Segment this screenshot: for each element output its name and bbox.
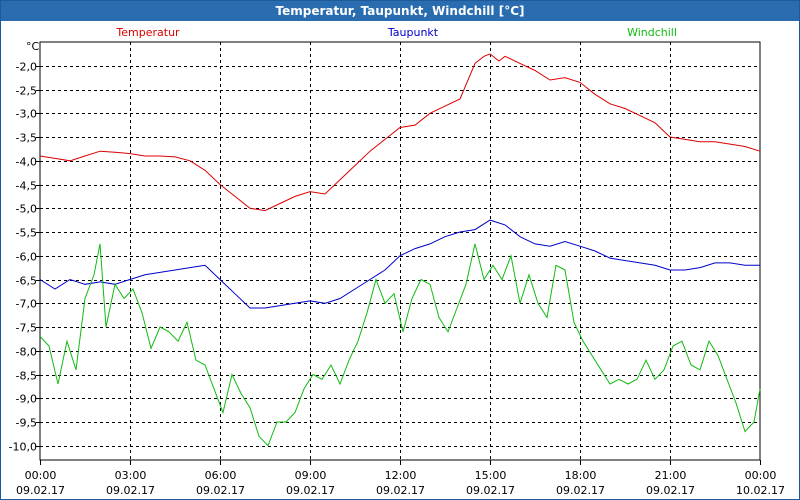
x-tick-time: 15:00 [475,469,507,482]
y-tick-label: -10,0 [9,441,37,454]
x-tick-time: 03:00 [115,469,147,482]
x-tick-date: 09.02.17 [646,484,695,497]
window-title: Temperatur, Taupunkt, Windchill [°C] [1,1,799,21]
y-tick-label: -4,5 [16,180,37,193]
y-tick-label: -8,0 [16,346,37,359]
y-tick-label: -7,5 [16,322,37,335]
y-tick-label: -6,5 [16,275,37,288]
x-tick-date: 09.02.17 [556,484,605,497]
y-tick-label: -2,5 [16,85,37,98]
y-tick-label: -2,0 [16,61,37,74]
x-tick-date: 09.02.17 [196,484,245,497]
x-tick-date: 09.02.17 [16,484,65,497]
y-tick-label: -3,5 [16,132,37,145]
y-tick-label: -4,0 [16,156,37,169]
x-tick-time: 18:00 [565,469,597,482]
legend-entry-temperatur: Temperatur [115,26,180,39]
x-tick-date: 10.02.17 [736,484,785,497]
y-axis-ticks: -2,0 -2,5 -3,0 -3,5 -4,0 -4,5 -5,0 -5,5 -6,0 -6,5… [9,61,40,454]
y-tick-label: -7,0 [16,298,37,311]
chart-canvas: -2,0 -2,5 -3,0 -3,5 -4,0 -4,5 -5,0 -5,5 -6,0 -6,5… [9,26,785,497]
x-tick-time: 21:00 [655,469,687,482]
y-tick-label: -9,0 [16,393,37,406]
x-tick-time: 06:00 [205,469,237,482]
grid [40,42,760,460]
series-line-taupunkt [39,219,760,309]
y-tick-label: -3,0 [16,108,37,121]
x-tick-time: 12:00 [385,469,417,482]
y-axis-label: °C [26,40,40,53]
x-tick-date: 09.02.17 [466,484,515,497]
series-line-temperatur [39,53,761,212]
series-line-windchill [39,243,761,447]
series-lines [39,53,761,447]
x-axis-ticks: 00:00 09.02.17 03:00 09.02.17 06:00 09.02.17 0… [16,460,785,497]
y-tick-label: -5,5 [16,227,37,240]
legend-entry-taupunkt: Taupunkt [387,26,439,39]
x-tick-time: 09:00 [295,469,327,482]
x-tick-date: 09.02.17 [106,484,155,497]
y-tick-label: -8,5 [16,370,37,383]
y-tick-label: -9,5 [16,417,37,430]
y-tick-label: -5,0 [16,203,37,216]
legend: Temperatur Taupunkt Windchill [115,26,677,39]
x-tick-date: 09.02.17 [376,484,425,497]
legend-entry-windchill: Windchill [627,26,677,39]
y-tick-label: -6,0 [16,251,37,264]
x-tick-time: 00:00 [745,469,777,482]
x-tick-date: 09.02.17 [286,484,335,497]
x-tick-time: 00:00 [25,469,57,482]
